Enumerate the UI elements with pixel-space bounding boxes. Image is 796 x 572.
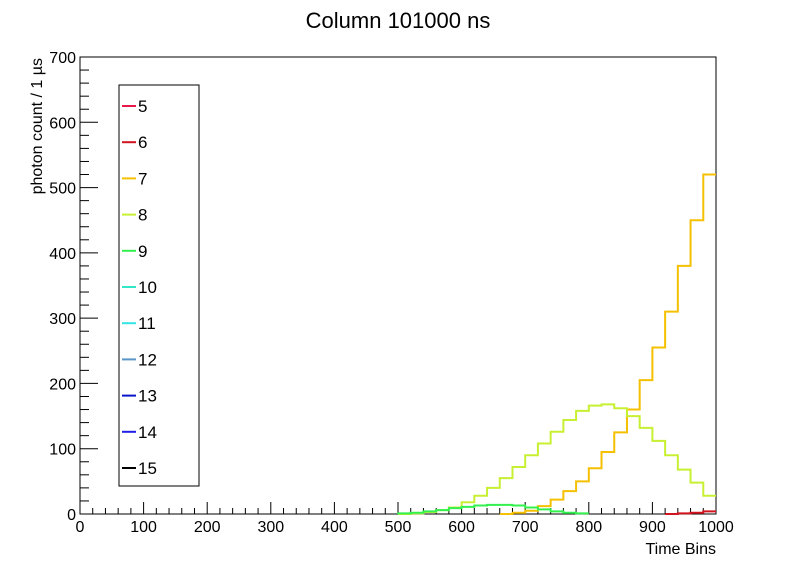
- x-tick-label: 500: [385, 519, 412, 536]
- legend-label-14: 14: [138, 423, 157, 442]
- x-tick-label: 1000: [698, 519, 734, 536]
- legend-label-10: 10: [138, 278, 157, 297]
- axis-ticks: 0 100 200 300 400 500 600 700 800 900 1000 0 100 200 3…: [49, 50, 734, 536]
- x-tick-label: 700: [512, 519, 539, 536]
- y-tick-label: 300: [49, 311, 76, 328]
- series-9-line: [397, 503, 589, 515]
- legend-label-7: 7: [138, 169, 147, 188]
- y-tick-label: 400: [49, 246, 76, 263]
- x-tick-label: 0: [76, 519, 85, 536]
- legend-label-9: 9: [138, 242, 147, 261]
- y-axis-label: photon count / 1 µs: [29, 58, 46, 194]
- series-8-line: [398, 403, 716, 515]
- series-6-line: [665, 510, 716, 515]
- x-tick-label: 100: [130, 519, 157, 536]
- x-tick-label: 600: [448, 519, 475, 536]
- legend-label-13: 13: [138, 387, 157, 406]
- legend-label-11: 11: [138, 314, 156, 333]
- x-tick-label: 900: [639, 519, 666, 536]
- y-tick-label: 200: [49, 376, 76, 393]
- series-layer: [397, 173, 716, 515]
- legend-label-15: 15: [138, 459, 157, 478]
- series-7-line: [499, 173, 716, 515]
- x-axis-label: Time Bins: [645, 541, 716, 558]
- y-tick-label: 600: [49, 115, 76, 132]
- y-tick-label: 0: [67, 507, 76, 524]
- legend-box: [118, 84, 200, 487]
- legend-label-12: 12: [138, 350, 157, 369]
- legend: 5 6 7 8 9 10 11 12 13 14 15: [118, 84, 200, 487]
- y-tick-label: 700: [49, 50, 76, 67]
- legend-label-5: 5: [138, 97, 147, 116]
- x-tick-label: 300: [257, 519, 284, 536]
- chart-title: Column 101000 ns: [306, 8, 491, 33]
- x-tick-label: 800: [575, 519, 602, 536]
- x-tick-label: 400: [321, 519, 348, 536]
- legend-label-6: 6: [138, 133, 147, 152]
- y-tick-label: 500: [49, 181, 76, 198]
- x-tick-label: 200: [194, 519, 221, 536]
- legend-label-8: 8: [138, 206, 147, 225]
- y-tick-label: 100: [49, 442, 76, 459]
